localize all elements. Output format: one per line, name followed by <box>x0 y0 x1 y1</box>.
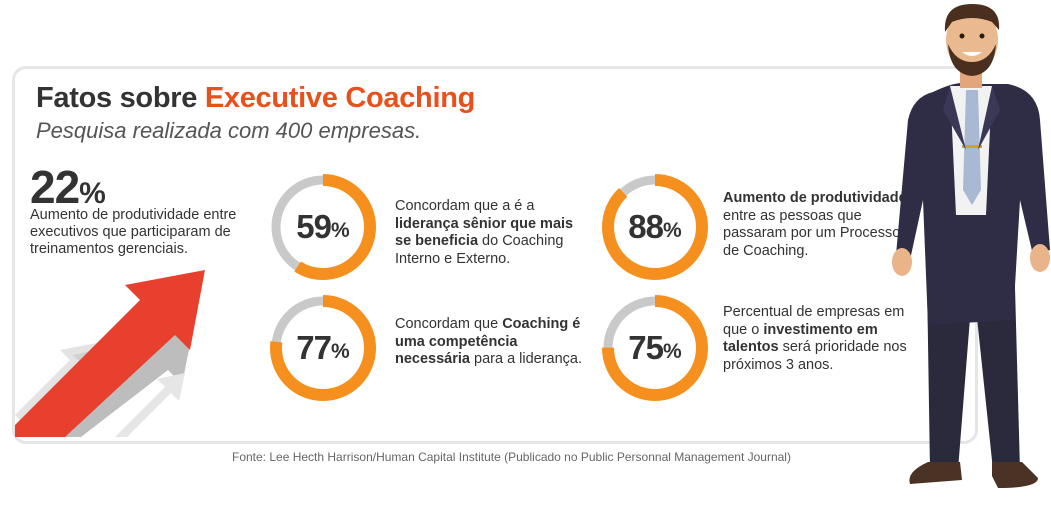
donut-value: 77% <box>296 329 350 366</box>
donut-arc <box>602 295 708 401</box>
stat-text-part: Percentual de empresas em que o <box>723 304 905 338</box>
donut-arc <box>270 174 376 280</box>
stat-text-part: Concordam que <box>395 316 503 332</box>
donut-value: 88% <box>628 208 682 245</box>
donut-arc <box>270 295 376 401</box>
stat-text-75: Percentual de empresas em que o investim… <box>723 304 913 374</box>
highlight-unit: % <box>79 177 106 210</box>
stat-text-part: investimento em talentos <box>723 321 878 356</box>
donut-value: 75% <box>628 329 682 366</box>
page-subtitle: Pesquisa realizada com 400 empresas. <box>36 118 422 143</box>
title-prefix: Fatos sobre <box>36 82 205 114</box>
donut-88: 88% <box>600 172 710 282</box>
highlight-value: 22 <box>30 161 80 213</box>
businessman-illustration <box>892 4 1050 488</box>
highlight-stat: 22% <box>30 160 106 214</box>
highlight-description: Aumento de produtividade entre executivo… <box>30 207 237 257</box>
donut-value: 59% <box>296 208 350 245</box>
source-citation: Fonte: Lee Hecth Harrison/Human Capital … <box>232 450 791 464</box>
page-title: Fatos sobre Executive Coaching <box>36 82 475 115</box>
donut-77: 77% <box>268 293 378 403</box>
donut-75: 75% <box>600 293 710 403</box>
stat-text-part: será prioridade nos próximos 3 anos. <box>723 339 907 373</box>
stat-text-part: do Coaching Interno e Externo. <box>395 233 564 267</box>
stat-text-part: liderança sênior que mais se beneficia <box>395 215 574 250</box>
stat-text-part: Concordam que a é a <box>395 198 535 214</box>
stat-text-part: entre as pessoas que passaram por um Pro… <box>723 207 901 259</box>
stat-text-77: Concordam que Coaching é uma competência… <box>395 316 585 369</box>
stat-text-part: Aumento de produtividade <box>723 190 907 206</box>
stat-text-88: Aumento de produtividade entre as pessoa… <box>723 190 913 260</box>
gray-arrow-small <box>115 373 185 437</box>
stat-text-part: Coaching é uma competência necessária <box>395 316 581 367</box>
growth-arrows-illustration <box>15 270 205 437</box>
stat-text-59: Concordam que a é a liderança sênior que… <box>395 198 585 268</box>
stat-text-part: para a liderança. <box>469 351 583 367</box>
donut-arc <box>602 174 708 280</box>
title-accent: Executive Coaching <box>204 82 476 114</box>
donut-59: 59% <box>268 172 378 282</box>
red-arrow <box>15 270 205 437</box>
